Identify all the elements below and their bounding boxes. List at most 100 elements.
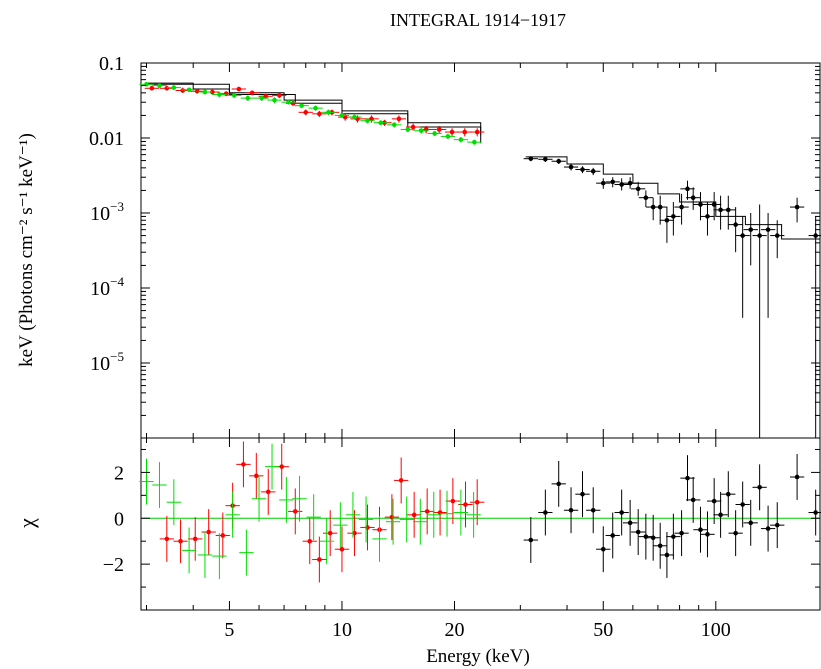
spectrum-point-black-8 <box>614 178 629 191</box>
spectrum-point-green-16 <box>360 118 375 124</box>
spectrum-y-tick-label: 0.1 <box>99 53 124 75</box>
spectrum-point-black-5 <box>586 167 601 176</box>
data-marker <box>317 111 322 117</box>
data-marker <box>685 475 690 481</box>
data-marker <box>398 478 404 483</box>
data-marker <box>365 118 370 124</box>
data-marker <box>474 129 480 135</box>
residual-point-green-20 <box>413 498 428 545</box>
spectrum-point-red-18 <box>391 115 407 123</box>
residual-point-red-18 <box>384 494 400 541</box>
data-marker <box>590 168 596 174</box>
data-marker <box>600 546 606 552</box>
residual-point-red-3 <box>201 509 216 555</box>
spectrum-point-green-5 <box>212 92 227 98</box>
data-marker <box>718 207 723 213</box>
data-marker <box>157 83 162 88</box>
residual-point-black-26 <box>743 499 758 546</box>
residual-point-green-6 <box>225 491 240 538</box>
residual-point-green-4 <box>197 532 213 578</box>
spectrum-point-black-14 <box>659 207 675 243</box>
data-marker <box>445 134 451 139</box>
residual-point-black-23 <box>721 471 736 518</box>
residual-point-green-11 <box>292 475 307 522</box>
data-marker <box>705 214 710 219</box>
data-marker <box>757 485 762 490</box>
spectrum-point-green-23 <box>453 137 469 143</box>
spectrum-point-green-18 <box>387 122 402 128</box>
residual-point-black-13 <box>653 522 668 569</box>
data-marker <box>186 87 192 93</box>
data-marker <box>643 195 649 200</box>
x-tick-label: 100 <box>701 619 731 641</box>
data-marker <box>299 103 304 108</box>
data-marker <box>292 509 298 514</box>
residual-point-red-25 <box>470 479 485 526</box>
data-marker <box>307 538 313 544</box>
residual-point-black-14 <box>659 532 675 578</box>
data-marker <box>664 552 670 558</box>
data-marker <box>405 127 411 132</box>
residual-point-red-4 <box>215 512 230 559</box>
data-marker <box>474 499 480 505</box>
spectrum-point-green-6 <box>227 92 242 99</box>
residual-point-red-15 <box>347 510 362 557</box>
spectrum-point-black-11 <box>638 190 654 208</box>
data-marker <box>303 110 309 115</box>
data-marker <box>600 180 606 186</box>
data-marker <box>733 222 738 227</box>
data-marker <box>664 217 670 223</box>
data-marker <box>740 502 745 507</box>
residual-point-green-19 <box>399 496 414 543</box>
data-marker <box>391 122 397 128</box>
residual-point-green-9 <box>264 443 280 490</box>
data-marker <box>206 529 211 535</box>
spectrum-panel-frame <box>140 62 821 439</box>
data-marker <box>463 502 468 507</box>
spectrum-point-black-15 <box>666 202 681 236</box>
spectrum-point-green-2 <box>166 85 181 90</box>
residual-point-black-17 <box>680 455 695 502</box>
spectrum-point-black-4 <box>575 166 590 174</box>
spectrum-point-red-11 <box>298 109 313 116</box>
data-marker <box>192 536 198 542</box>
data-marker <box>272 97 277 103</box>
residual-point-black-4 <box>575 471 590 518</box>
spectrum-y-axis-label: keV (Photons cm⁻² s⁻¹ keV⁻¹) <box>16 133 37 367</box>
data-marker <box>249 90 255 96</box>
data-marker <box>610 533 616 538</box>
spectrum-point-black-27 <box>752 204 767 438</box>
data-marker <box>462 129 468 135</box>
residual-point-black-16 <box>674 510 689 557</box>
spectrum-point-black-19 <box>693 192 708 221</box>
residual-point-red-7 <box>249 452 264 499</box>
data-marker <box>178 538 183 544</box>
spectrum-point-black-3 <box>563 164 579 171</box>
residual-point-green-17 <box>372 515 387 562</box>
data-marker <box>650 535 656 541</box>
data-marker <box>277 93 282 98</box>
residual-y-axis-label: χ <box>14 518 39 529</box>
residual-point-black-8 <box>614 489 629 536</box>
data-marker <box>690 195 696 200</box>
spectrum-point-green-8 <box>254 95 269 102</box>
data-marker <box>180 88 186 93</box>
residual-point-black-21 <box>707 478 722 524</box>
spectrum-y-tick-label: 10−3 <box>90 199 124 225</box>
residual-point-black-18 <box>686 476 701 523</box>
spectrum-y-tick-label: 10−4 <box>90 274 124 300</box>
data-marker <box>568 507 574 513</box>
data-marker <box>705 532 710 537</box>
data-marker <box>317 557 322 562</box>
data-marker <box>220 533 226 538</box>
spectrum-point-green-12 <box>308 105 323 111</box>
data-marker <box>424 509 430 514</box>
model-curve-1 <box>146 83 482 144</box>
spectrum-point-green-17 <box>373 120 388 126</box>
x-tick-label: 5 <box>224 619 234 641</box>
data-marker <box>254 473 259 479</box>
spectrum-point-black-18 <box>686 187 701 210</box>
data-marker <box>327 530 333 536</box>
data-marker <box>556 158 562 164</box>
